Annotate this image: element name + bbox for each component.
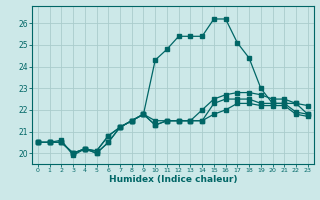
X-axis label: Humidex (Indice chaleur): Humidex (Indice chaleur) — [108, 175, 237, 184]
